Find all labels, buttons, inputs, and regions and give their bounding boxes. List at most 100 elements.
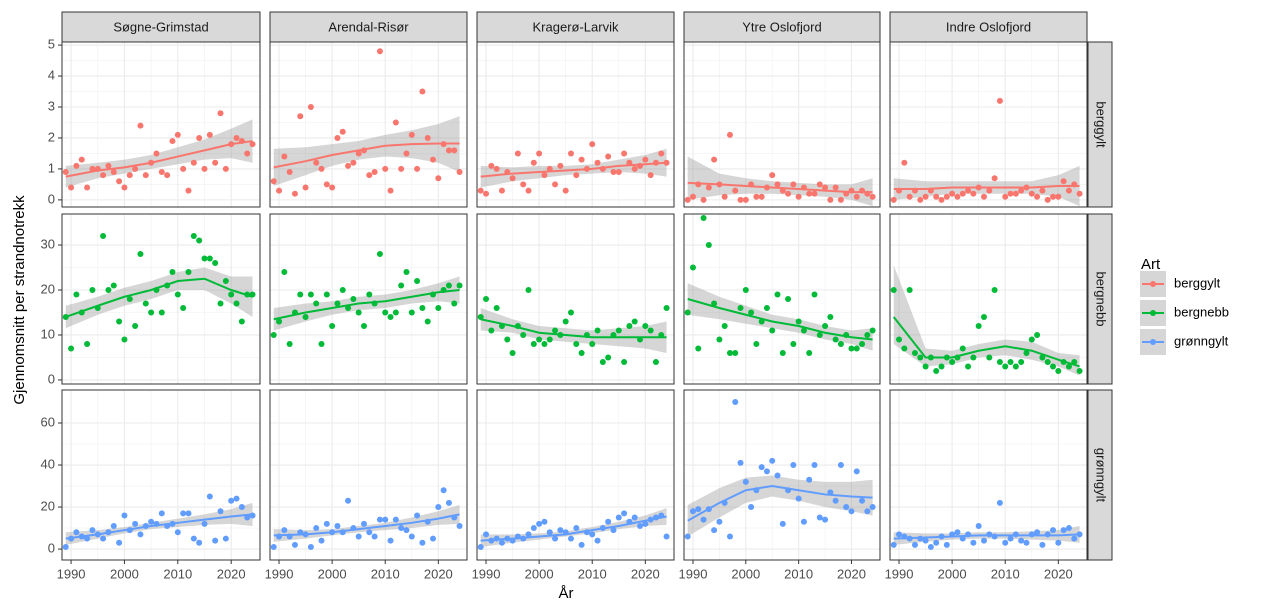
data-point xyxy=(196,237,203,244)
data-point xyxy=(270,178,277,185)
data-point xyxy=(297,113,304,120)
data-point xyxy=(970,190,977,197)
data-point xyxy=(270,543,277,550)
data-point xyxy=(142,300,149,307)
data-point xyxy=(589,340,596,347)
panel-border xyxy=(683,389,881,561)
data-point xyxy=(705,242,712,249)
data-point xyxy=(313,525,320,532)
data-point xyxy=(424,318,431,325)
data-point xyxy=(567,150,574,157)
data-point xyxy=(970,539,977,546)
data-point xyxy=(837,340,844,347)
panel-border xyxy=(683,213,881,385)
data-point xyxy=(594,159,601,166)
data-point xyxy=(121,184,128,191)
facet-label: bergnebb xyxy=(1094,272,1109,327)
data-point xyxy=(206,255,213,262)
data-point xyxy=(1076,367,1083,374)
data-point xyxy=(726,131,733,138)
data-point xyxy=(949,358,956,365)
x-tick-label: 2000 xyxy=(731,566,760,581)
data-point xyxy=(769,457,776,464)
data-point xyxy=(217,110,224,117)
data-point xyxy=(890,541,897,548)
confidence-band xyxy=(687,475,873,537)
data-point xyxy=(62,543,69,550)
data-point xyxy=(121,512,128,519)
data-point xyxy=(700,516,707,523)
data-point xyxy=(594,327,601,334)
data-point xyxy=(917,196,924,203)
data-point xyxy=(456,282,463,289)
data-point xyxy=(816,514,823,521)
data-point xyxy=(483,531,490,538)
facet-label: Arendal-Risør xyxy=(328,19,409,34)
y-axis-title: Gjennomsnitt per strandnotrekk xyxy=(11,195,28,405)
data-point xyxy=(498,539,505,546)
data-point xyxy=(869,504,876,511)
data-point xyxy=(906,287,913,294)
x-tick-label: 1990 xyxy=(885,566,914,581)
data-point xyxy=(610,527,617,534)
data-point xyxy=(201,255,208,262)
data-point xyxy=(631,165,638,172)
data-point xyxy=(430,156,437,163)
data-point xyxy=(684,533,691,540)
data-point xyxy=(525,187,532,194)
data-point xyxy=(281,269,288,276)
x-tick-label: 2020 xyxy=(837,566,866,581)
data-point xyxy=(270,331,277,338)
data-point xyxy=(843,504,850,511)
data-point xyxy=(520,331,527,338)
data-point xyxy=(642,520,649,527)
data-point xyxy=(525,531,532,538)
data-point xyxy=(642,156,649,163)
data-point xyxy=(307,104,314,111)
data-point xyxy=(859,497,866,504)
legend-title: Art xyxy=(1141,256,1161,273)
data-point xyxy=(334,522,341,529)
data-point xyxy=(705,184,712,191)
data-point xyxy=(1055,367,1062,374)
data-point xyxy=(190,159,197,166)
confidence-band xyxy=(893,265,1080,376)
data-point xyxy=(297,291,304,298)
data-point xyxy=(488,162,495,169)
data-point xyxy=(403,269,410,276)
data-point xyxy=(355,533,362,540)
data-point xyxy=(302,184,309,191)
data-point xyxy=(398,525,405,532)
data-point xyxy=(137,531,144,538)
data-point xyxy=(158,309,165,316)
data-point xyxy=(933,539,940,546)
data-point xyxy=(116,539,123,546)
data-point xyxy=(806,190,813,197)
x-tick-label: 2010 xyxy=(991,566,1020,581)
data-point xyxy=(832,336,839,343)
data-point xyxy=(832,497,839,504)
data-point xyxy=(1002,363,1009,370)
smooth-line xyxy=(687,181,873,194)
data-point xyxy=(408,131,415,138)
data-point xyxy=(742,287,749,294)
data-point xyxy=(132,165,139,172)
data-point xyxy=(991,533,998,540)
panel-background xyxy=(684,390,880,560)
data-point xyxy=(748,504,755,511)
data-point xyxy=(190,535,197,542)
facet-label: berggylt xyxy=(1094,101,1109,148)
data-point xyxy=(811,291,818,298)
data-point xyxy=(73,291,80,298)
confidence-band xyxy=(65,267,253,329)
data-point xyxy=(228,497,235,504)
data-point xyxy=(949,190,956,197)
data-point xyxy=(906,193,913,200)
data-point xyxy=(779,349,786,356)
data-point xyxy=(753,340,760,347)
data-point xyxy=(217,300,224,307)
data-point xyxy=(286,169,293,176)
panel-border xyxy=(269,213,468,385)
facet-label: grønngylt xyxy=(1094,448,1109,503)
